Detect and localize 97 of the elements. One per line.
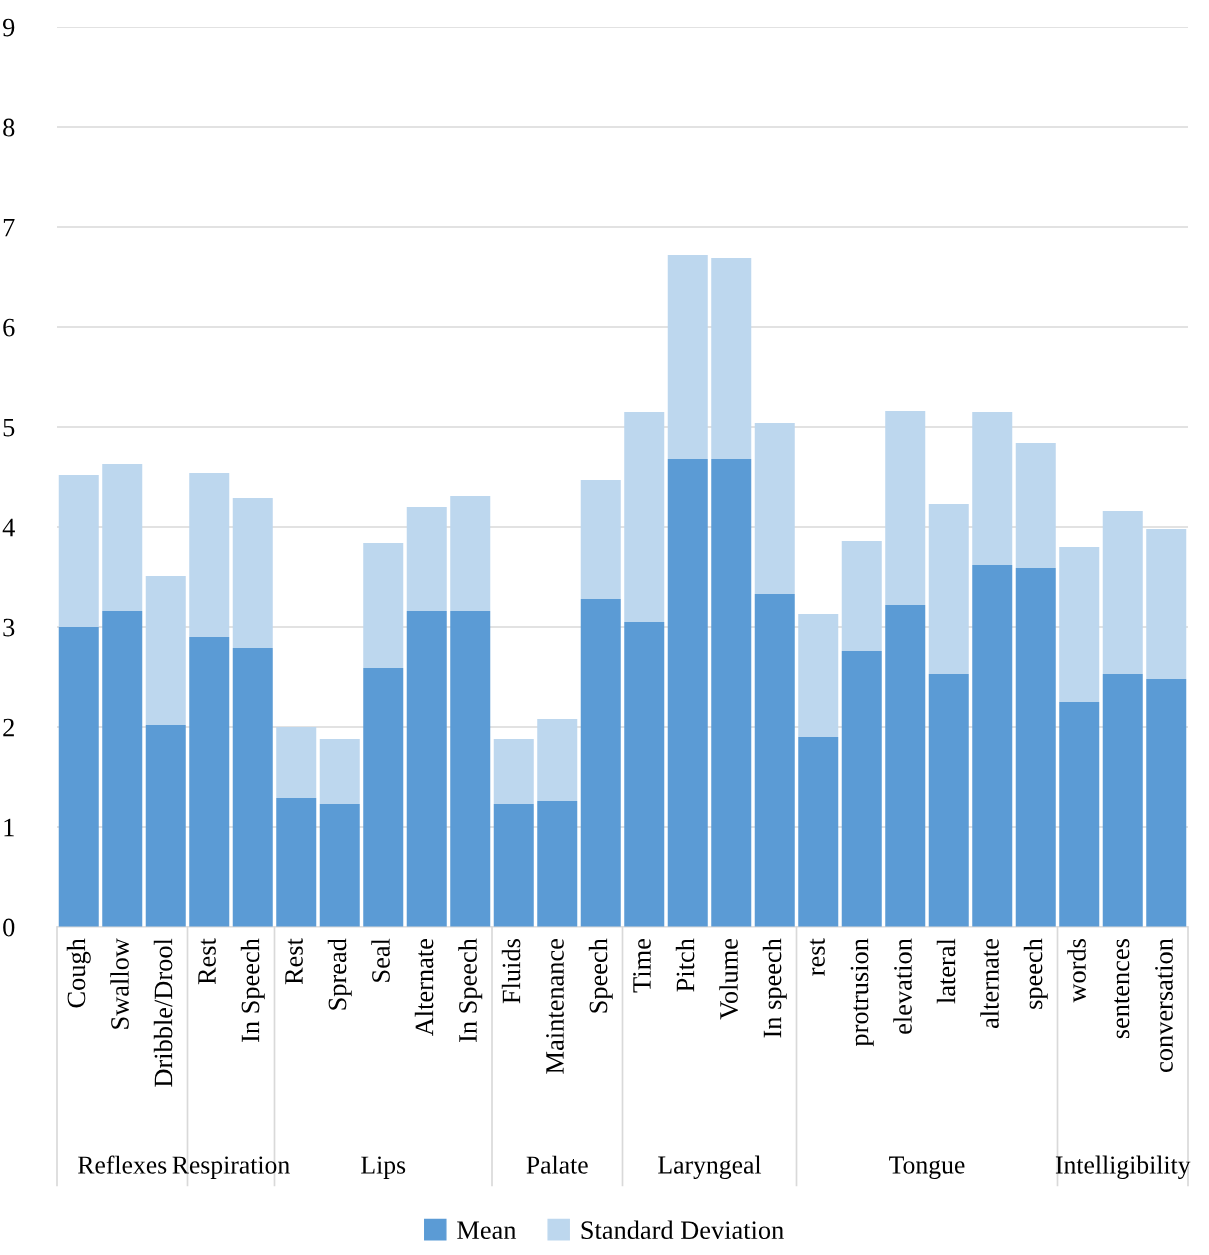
bar [841, 541, 882, 651]
x-tick-label: In speech [762, 938, 787, 1038]
text: Reflexes [78, 1155, 167, 1174]
bar [102, 464, 143, 611]
bar [276, 798, 317, 927]
x-tick-label: alternate [980, 939, 999, 1029]
x-tick-label: Dribble/Drool [153, 938, 173, 1087]
bar [1102, 674, 1143, 927]
text: Lips [361, 1156, 406, 1179]
bar [189, 637, 230, 927]
bar [145, 576, 186, 725]
bar [363, 543, 404, 668]
y-tick-label: 5 [3, 418, 15, 437]
y-tick-label: 9 [2, 18, 15, 37]
y-tick-label: 8 [3, 118, 15, 137]
x-tick-label: lateral [936, 938, 956, 1004]
y-tick-label: 0 [3, 918, 15, 937]
bar [58, 475, 99, 627]
x-tick-label: Volume [719, 939, 738, 1020]
bar [841, 651, 882, 927]
bar [276, 727, 317, 798]
x-tick-label: speech [1023, 938, 1048, 1009]
bar [102, 611, 143, 927]
y-tick-label: 4 [2, 518, 15, 537]
bar [189, 473, 230, 637]
bar [450, 496, 491, 611]
bar [1015, 568, 1056, 927]
bar [972, 412, 1013, 565]
x-tick-label: elevation [893, 938, 912, 1034]
y-tick-label: 2 [3, 718, 14, 737]
x-tick-label: Fluids [501, 939, 521, 1004]
bar [537, 719, 578, 801]
bar [1102, 511, 1143, 674]
bar [928, 674, 969, 927]
bar [928, 504, 969, 674]
x-tick-label: conversation [1155, 938, 1173, 1072]
bar [885, 411, 926, 605]
y-tick-label: 1 [4, 818, 14, 837]
text: Palate [526, 1155, 588, 1174]
bar [1146, 529, 1187, 679]
bar [1015, 443, 1056, 568]
x-tick-label: In Speech [240, 938, 265, 1042]
bar [537, 801, 578, 927]
x-tick-label: Pitch [675, 938, 695, 992]
bar [711, 459, 752, 927]
text: Tongue [889, 1156, 965, 1179]
bar [667, 255, 708, 459]
bar [798, 737, 839, 927]
x-tick-label: Spread [327, 938, 352, 1010]
bar [1059, 547, 1100, 702]
x-tick-label: Alternate [414, 939, 434, 1037]
x-tick-label: Maintenance [546, 939, 564, 1074]
bar [450, 611, 491, 927]
bar [624, 622, 665, 927]
x-tick-label: protrusion [850, 938, 874, 1047]
bar [493, 739, 534, 804]
text: Laryngeal [658, 1155, 762, 1179]
x-tick-label: Rest [198, 938, 216, 985]
bar [580, 599, 621, 927]
bar [363, 668, 404, 927]
x-tick-label: sentences [1114, 939, 1130, 1039]
x-tick-label: Rest [285, 938, 303, 985]
text: Intelligibility [1055, 1155, 1191, 1179]
bar [972, 565, 1013, 927]
bar [624, 412, 665, 622]
text: Respiration [172, 1156, 290, 1179]
bar [1146, 679, 1187, 927]
bar [232, 648, 273, 927]
bar [319, 804, 360, 927]
legend-label: Standard Deviation [581, 1220, 784, 1240]
bar [754, 423, 795, 594]
bar [1059, 702, 1100, 927]
bar [493, 804, 534, 927]
x-tick-label: Cough [66, 938, 91, 1008]
x-tick-label: In Speech [458, 938, 483, 1042]
bar [232, 498, 273, 648]
x-tick-label: Speech [588, 938, 613, 1013]
bar [406, 611, 447, 927]
x-tick-label: Seal [371, 938, 390, 982]
bar [145, 725, 186, 927]
bar [319, 739, 360, 804]
x-tick-label: rest [809, 938, 825, 976]
x-tick-label: Time [633, 939, 651, 993]
bar [406, 507, 447, 611]
bar [58, 627, 99, 927]
bar [580, 480, 621, 599]
x-tick-label: words [1067, 939, 1086, 1003]
bar [711, 258, 752, 459]
bar [754, 594, 795, 927]
y-tick-label: 7 [3, 218, 15, 237]
legend-label: Mean [457, 1221, 517, 1240]
bar [798, 614, 839, 737]
y-tick-label: 6 [3, 318, 15, 337]
bar [667, 459, 708, 927]
x-tick-label: Swallow [110, 938, 129, 1029]
bar [885, 605, 926, 927]
y-tick-label: 3 [3, 618, 15, 637]
